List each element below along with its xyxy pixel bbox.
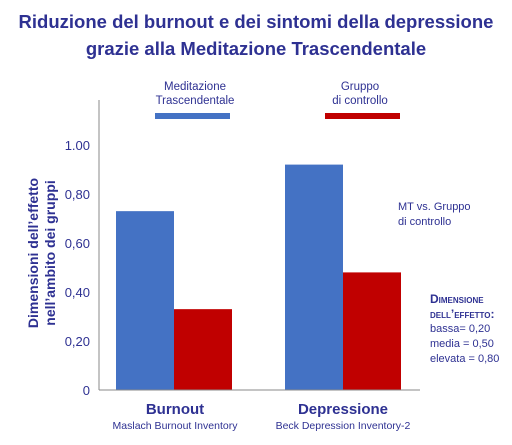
legend-mt-swatch	[155, 113, 230, 119]
bar-mt-burnout	[116, 211, 174, 390]
y-tick-label: 0,20	[65, 334, 90, 349]
y-tick-label: 0,80	[65, 187, 90, 202]
legend-mt-line1: Meditazione	[163, 81, 226, 93]
y-tick-label: 0	[83, 383, 90, 398]
effect-size-box: Dimensione dell’effetto: bassa= 0,20 med…	[430, 292, 499, 367]
category-label-depressione: Depressione	[297, 401, 389, 418]
y-tick-label: 1.00	[65, 138, 90, 153]
chart-subtitle: grazie alla Meditazione Trascendentale	[85, 38, 427, 59]
legend-mt-line2: Trascendentale	[155, 95, 235, 107]
effect-size-high: elevata = 0,80	[430, 353, 500, 365]
comparison-annotation-line1: MT vs. Gruppo	[398, 201, 471, 213]
effect-size-heading-line1: Dimensione	[430, 292, 484, 306]
chart-title: Riduzione del burnout e dei sintomi dell…	[18, 11, 494, 32]
effect-size-low: bassa= 0,20	[430, 323, 491, 335]
category-label-burnout: Burnout	[145, 401, 205, 418]
category-subtitle-depressione: Beck Depression Inventory-2	[275, 420, 411, 432]
comparison-annotation-line2: di controllo	[398, 216, 452, 228]
effect-size-medium: media = 0,50	[430, 338, 494, 350]
legend-control: Gruppo di controllo	[305, 80, 415, 108]
comparison-annotation: MT vs. Gruppo di controllo	[398, 200, 471, 230]
category-subtitle-burnout: Maslach Burnout Inventory	[112, 420, 238, 432]
bar-control-burnout	[174, 309, 232, 390]
bar-control-depressione	[343, 272, 401, 390]
bar-mt-depressione	[285, 164, 343, 390]
legend-mt: Meditazione Trascendentale	[140, 80, 250, 108]
y-tick-label: 0,60	[65, 236, 90, 251]
legend-control-line2: di controllo	[332, 95, 388, 107]
legend-control-line1: Gruppo	[340, 81, 380, 93]
effect-size-heading-line2: dell’effetto:	[430, 307, 495, 321]
y-tick-label: 0,40	[65, 285, 90, 300]
legend-control-swatch	[325, 113, 400, 119]
